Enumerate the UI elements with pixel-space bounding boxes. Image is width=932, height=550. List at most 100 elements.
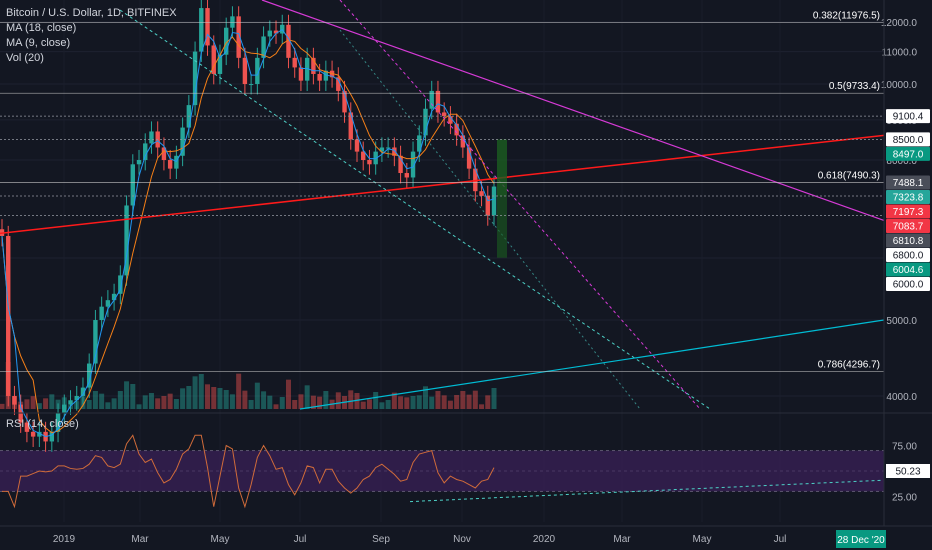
volume-bar	[435, 391, 441, 409]
candle-body	[192, 51, 198, 106]
fib-level-label: 0.786(4296.7)	[818, 360, 880, 371]
volume-bar	[142, 395, 148, 409]
candle-body	[304, 57, 310, 81]
volume-bar	[92, 391, 98, 409]
fib-level-label: 0.5(9733.4)	[829, 81, 880, 92]
symbol-title[interactable]: Bitcoin / U.S. Dollar, 1D, BITFINEX	[6, 7, 177, 19]
candle-body	[80, 387, 86, 396]
price-tag-text: 6800.0	[893, 251, 924, 262]
candle-body	[255, 57, 260, 85]
volume-bar	[454, 395, 460, 409]
candle-body	[392, 147, 397, 156]
magenta-trendline	[261, 0, 885, 221]
volume-bar	[186, 386, 192, 409]
fib-level-label: 0.382(11976.5)	[813, 11, 880, 22]
price-tag-text: 7083.7	[893, 222, 924, 233]
y-tick-label: 12000.0	[881, 18, 918, 29]
date-tag-box	[836, 530, 886, 548]
rsi-axis: 25.00 50.23 75.00	[886, 442, 930, 504]
candle-body	[161, 147, 167, 161]
volume-bar	[148, 393, 154, 409]
candle-body	[211, 45, 216, 74]
volume-bar	[472, 390, 478, 409]
volume-bar	[354, 393, 360, 409]
candle-body	[18, 404, 23, 423]
volume-bar	[404, 397, 410, 409]
candle-body	[410, 151, 416, 178]
price-levels: 0.382(11976.5) 0.5(9733.4) 0.618(7490.3) 0.…	[0, 11, 884, 373]
volume-bar	[366, 399, 372, 409]
candle-body	[342, 90, 347, 113]
volume-bar	[36, 403, 42, 409]
volume-bars	[0, 362, 497, 409]
volume-bar	[491, 388, 497, 409]
rsi-label[interactable]: RSI (14, close)	[6, 418, 79, 430]
rsi-tick-label: 25.00	[892, 493, 917, 504]
ma-18-line	[1, 36, 495, 434]
candle-body	[448, 116, 453, 124]
volume-bar	[167, 393, 173, 409]
volume-bar	[310, 395, 316, 409]
volume-bar	[130, 384, 136, 409]
volume-bar	[105, 402, 111, 409]
magenta-dashed-trendline	[339, 0, 701, 410]
candle-body	[298, 67, 304, 81]
candle-body	[180, 127, 185, 156]
price-tag-text: 8497.0	[893, 149, 924, 160]
volume-bar	[479, 404, 485, 409]
volume-bar	[248, 400, 254, 409]
candle-body	[348, 112, 353, 140]
volume-bar	[304, 385, 310, 409]
volume-bar	[335, 392, 341, 409]
volume-bar	[279, 397, 285, 409]
volume-bar	[223, 390, 229, 409]
volume-bar	[161, 396, 167, 409]
ma-9-line	[1, 28, 495, 438]
x-tick-label: 2020	[533, 534, 556, 545]
candle-body	[261, 36, 266, 58]
candle-body	[435, 90, 441, 113]
volume-bar	[466, 394, 472, 409]
volume-bar	[441, 395, 447, 409]
candle-body	[317, 73, 322, 81]
candle-body	[273, 30, 279, 34]
x-tick-label: 2019	[53, 534, 76, 545]
teal-dotted-trendline	[339, 29, 641, 410]
candle-body	[236, 16, 241, 58]
candle-body	[130, 164, 135, 206]
volume-bar	[0, 403, 5, 409]
volume-bar	[229, 394, 235, 409]
volume-bar	[379, 402, 385, 409]
candle-body	[441, 112, 447, 117]
candle-body	[417, 135, 422, 152]
indicator-vol[interactable]: Vol (20)	[6, 52, 44, 64]
candle-body	[12, 395, 17, 405]
candle-body	[199, 8, 204, 52]
price-tag-box	[886, 233, 930, 248]
x-tick-label: Nov	[453, 534, 471, 545]
indicator-ma9[interactable]: MA (9, close)	[6, 37, 71, 49]
candles	[0, 0, 497, 452]
price-tag-box	[886, 146, 930, 161]
volume-bar	[30, 396, 36, 409]
volume-bar	[205, 384, 211, 409]
indicator-ma18[interactable]: MA (18, close)	[6, 22, 77, 34]
trendlines[interactable]	[0, 0, 885, 503]
volume-bar	[236, 373, 242, 409]
price-tag-text: 7323.8	[893, 193, 924, 204]
candle-body	[6, 235, 11, 396]
price-tag-text: 6810.8	[893, 236, 924, 247]
teal-dashed-trendline	[119, 9, 711, 410]
candle-body	[485, 195, 490, 216]
x-tick-label: Mar	[613, 534, 631, 545]
candle-body	[149, 131, 154, 144]
candle-body	[311, 57, 316, 74]
volume-bar	[410, 396, 416, 409]
volume-bar	[198, 374, 204, 409]
price-tag-text: 8500.0	[893, 135, 924, 146]
candle-body	[49, 431, 55, 442]
volume-bar	[254, 382, 260, 409]
candle-body	[24, 422, 30, 432]
candle-body	[373, 151, 378, 165]
